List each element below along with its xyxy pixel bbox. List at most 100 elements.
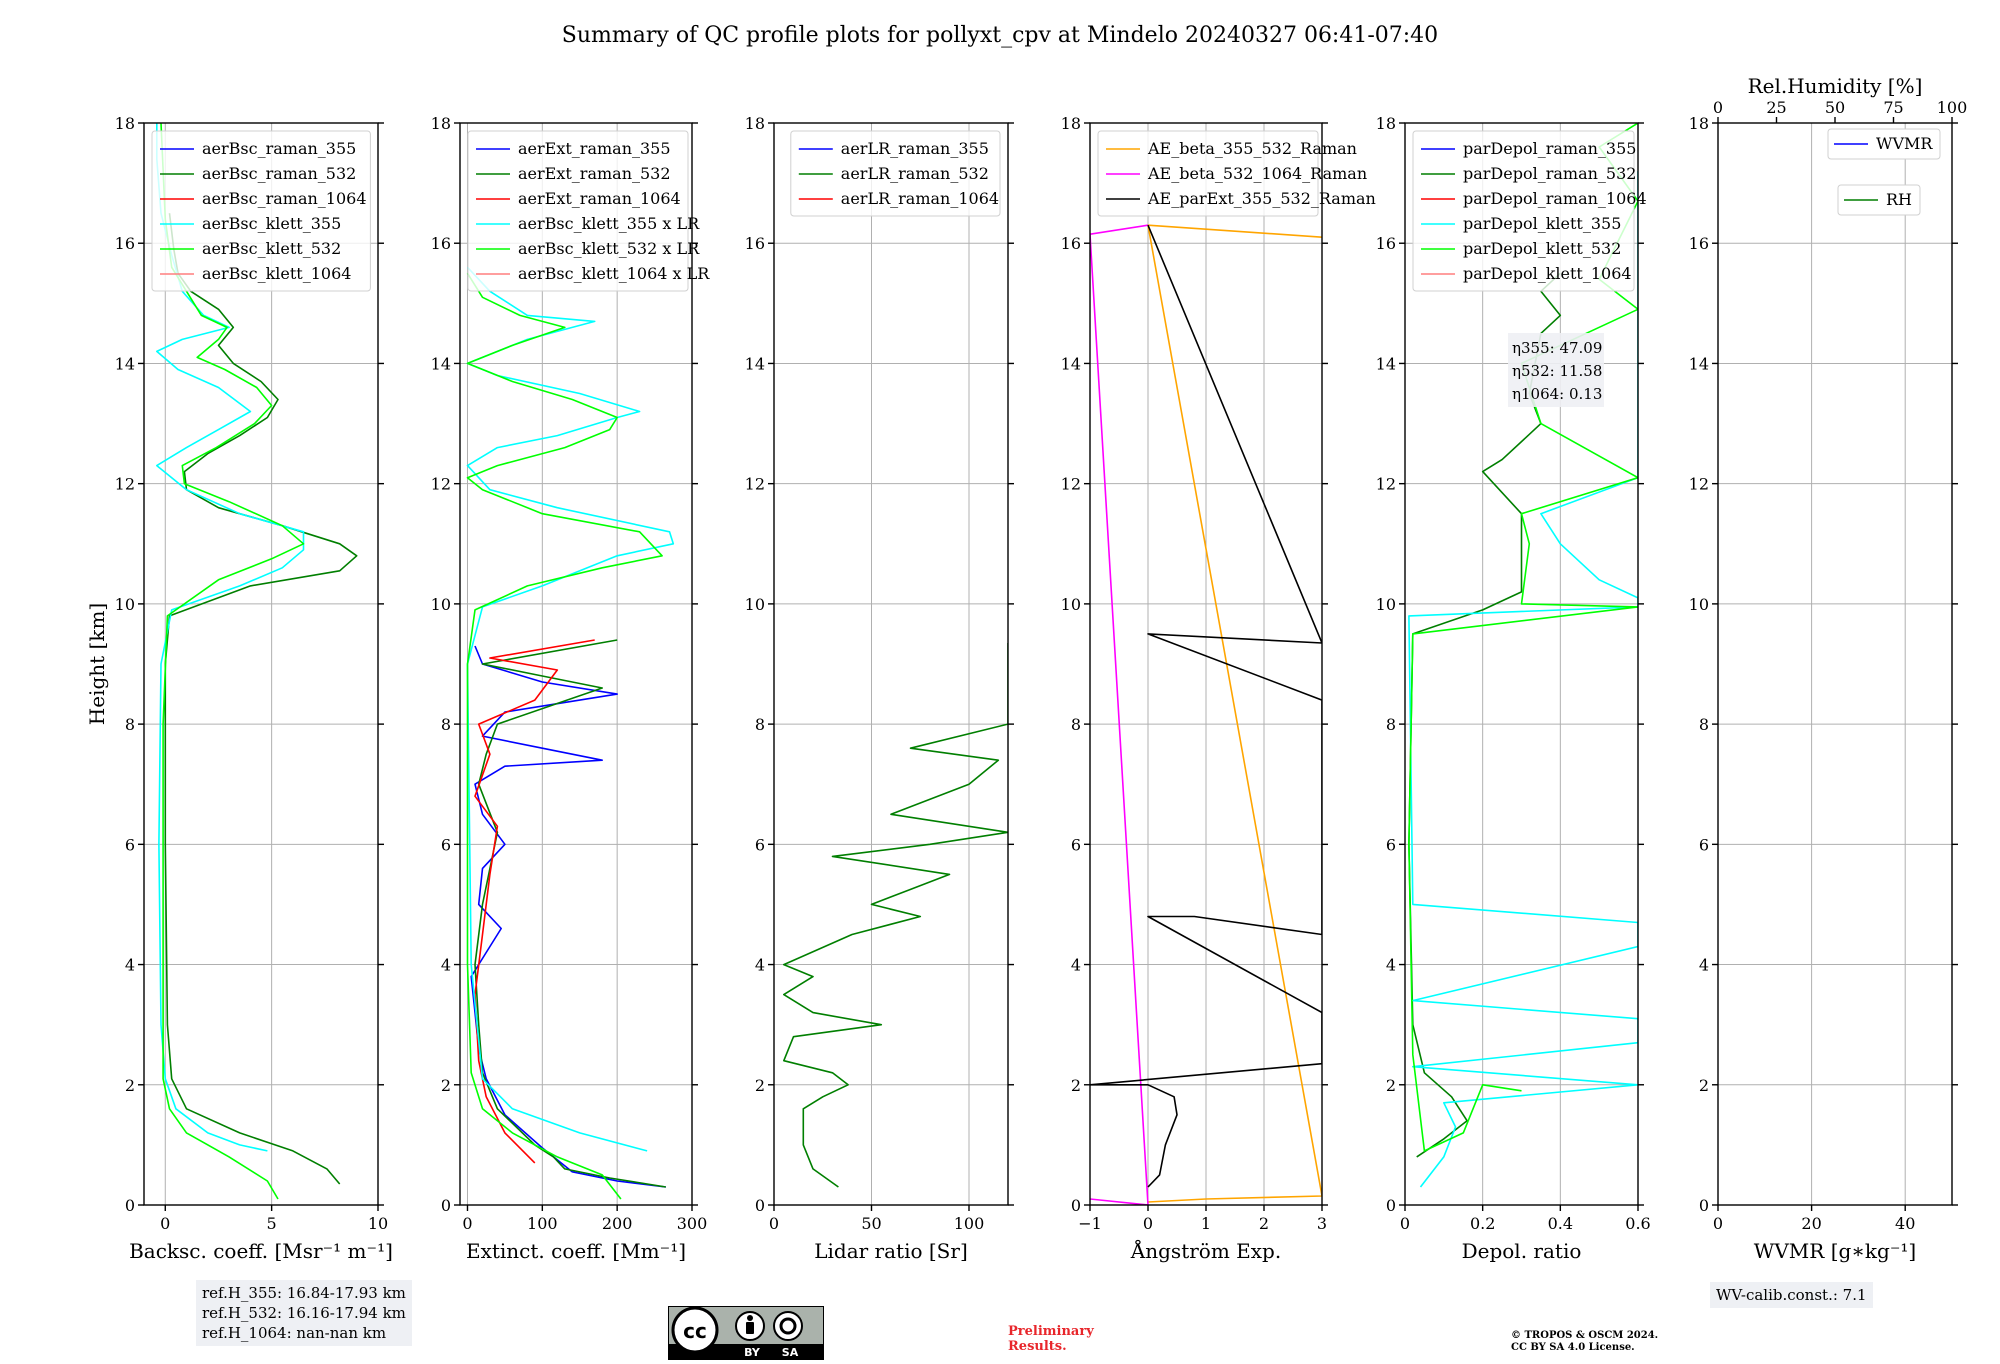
legend-label: aerLR_raman_355 [841, 139, 989, 158]
legend-label: parDepol_raman_1064 [1463, 189, 1647, 208]
y-tick-label: 6 [1071, 835, 1081, 854]
legend: parDepol_raman_355 parDepol_raman_532 parD… [1412, 130, 1647, 292]
legend: aerBsc_raman_355 aerBsc_raman_532 aerBsc_r… [151, 130, 371, 292]
top-x-tick-label: 25 [1766, 98, 1786, 117]
legend-box [1412, 130, 1635, 292]
legend-label: AE_beta_355_532_Raman [1147, 139, 1357, 158]
refh-532: ref.H_532: 16.16-17.94 km [202, 1304, 406, 1322]
preliminary-line-2: Results. [1008, 1339, 1067, 1354]
copyright-line-1: © TROPOS & OSCM 2024. [1511, 1330, 1659, 1341]
legend-label: aerBsc_klett_532 [202, 239, 341, 258]
y-tick-label: 4 [755, 956, 765, 975]
y-tick-label: 4 [1071, 956, 1081, 975]
y-tick-label: 12 [745, 475, 765, 494]
series-line-aerBsc-klett-355 [156, 123, 305, 1152]
x-tick-label: 0 [1143, 1214, 1153, 1233]
legend-label: aerExt_raman_355 [518, 139, 671, 158]
y-tick-label: 10 [115, 595, 135, 614]
annotation-line: η532: 11.58 [1512, 362, 1602, 380]
legend-box [151, 130, 371, 292]
preliminary-note: Preliminary Results. [1008, 1324, 1128, 1354]
legend-label: aerBsc_klett_355 [202, 214, 341, 233]
x-tick-label: 0 [769, 1214, 779, 1233]
x-tick-label: 40 [1895, 1214, 1915, 1233]
x-tick-label: 300 [677, 1214, 708, 1233]
x-tick-label: 200 [602, 1214, 633, 1233]
series-line-AE-beta-532-1064-Raman [1090, 224, 1149, 1205]
legend-label: aerBsc_klett_355 x LR [518, 214, 700, 233]
legend: aerExt_raman_355 aerExt_raman_532 aerExt_r… [467, 130, 710, 292]
axes-frame [773, 122, 1009, 1206]
series-group [782, 643, 1008, 1188]
x-tick-label: 50 [861, 1214, 881, 1233]
legend-RH: RH [1837, 184, 1921, 216]
y-tick-label: 16 [1376, 234, 1396, 253]
y-tick-label: 4 [1699, 956, 1709, 975]
x-axis-label: Ångström Exp. [1130, 1238, 1281, 1263]
axes-frame [143, 122, 379, 1206]
y-tick-label: 18 [431, 114, 451, 133]
panel-3: 0 2 4 6 8 10 12 14 16 18 0 50 100 Lidar ratio [Sr] aer… [745, 114, 1014, 1263]
series-line-AE-parExt-355-532-Raman [1090, 224, 1322, 1188]
y-tick-label: 2 [755, 1076, 765, 1095]
y-tick-label: 0 [1699, 1196, 1709, 1215]
y-tick-label: 2 [1071, 1076, 1081, 1095]
y-tick-label: 14 [1061, 354, 1081, 373]
y-tick-label: 6 [441, 835, 451, 854]
legend-label: RH [1886, 190, 1912, 209]
series-line-aerBsc-klett-355-x-LR [466, 266, 675, 1152]
y-tick-label: 6 [755, 835, 765, 854]
legend-WVMR: WVMR [1827, 128, 1941, 160]
y-tick-label: 14 [745, 354, 765, 373]
by-label: BY [744, 1346, 761, 1359]
y-tick-label: 2 [125, 1076, 135, 1095]
series-line-parDepol-klett-355 [1408, 171, 1638, 1188]
x-tick-label: 0 [160, 1214, 170, 1233]
panel-2: 0 2 4 6 8 10 12 14 16 18 0 100 200 300 Extinct. coeff.… [431, 114, 711, 1263]
series-group [1090, 224, 1322, 1205]
y-tick-label: 14 [115, 354, 135, 373]
legend-label: parDepol_raman_532 [1463, 164, 1636, 183]
x-tick-label: 20 [1801, 1214, 1821, 1233]
y-tick-label: 12 [1376, 475, 1396, 494]
y-tick-label: 10 [431, 595, 451, 614]
legend-box [1097, 130, 1319, 217]
y-tick-label: 14 [1376, 354, 1396, 373]
y-tick-label: 2 [1699, 1076, 1709, 1095]
y-tick-label: 10 [1689, 595, 1709, 614]
axes-frame [1717, 122, 1953, 1206]
series-line-AE-beta-355-532-Raman [1147, 224, 1322, 1203]
y-tick-label: 18 [1689, 114, 1709, 133]
y-tick-label: 14 [1689, 354, 1709, 373]
series-line-aerBsc-klett-532-x-LR [466, 272, 663, 1200]
legend-label: aerBsc_klett_532 x LR [518, 239, 700, 258]
y-tick-label: 12 [1061, 475, 1081, 494]
y-tick-label: 8 [125, 715, 135, 734]
legend-label: aerBsc_klett_1064 [202, 264, 351, 283]
y-tick-label: 12 [431, 475, 451, 494]
legend: aerLR_raman_355 aerLR_raman_532 aerLR_rama… [790, 130, 1001, 217]
y-tick-label: 0 [1071, 1196, 1081, 1215]
legend-label: WVMR [1876, 134, 1933, 153]
reference-height-box: ref.H_355: 16.84-17.93 km ref.H_532: 16.… [196, 1280, 412, 1346]
x-axis-label: Lidar ratio [Sr] [814, 1239, 968, 1263]
x-tick-label: 0 [1713, 1214, 1723, 1233]
legend-label: aerLR_raman_532 [841, 164, 989, 183]
top-x-tick-label: 0 [1713, 98, 1723, 117]
x-tick-label: 0 [462, 1214, 472, 1233]
cc-license-badge: cc BY SA [667, 1305, 825, 1361]
x-tick-label: 3 [1317, 1214, 1327, 1233]
y-tick-label: 8 [441, 715, 451, 734]
legend-label: AE_beta_532_1064_Raman [1147, 164, 1367, 183]
legend-label: AE_parExt_355_532_Raman [1147, 189, 1376, 208]
y-tick-label: 16 [431, 234, 451, 253]
legend-label: aerBsc_klett_1064 x LR [518, 264, 710, 283]
axes-frame [1404, 122, 1639, 1206]
y-tick-label: 18 [1376, 114, 1396, 133]
x-tick-label: 100 [954, 1214, 985, 1233]
top-x-tick-label: 75 [1883, 98, 1903, 117]
legend-box [1827, 128, 1941, 160]
